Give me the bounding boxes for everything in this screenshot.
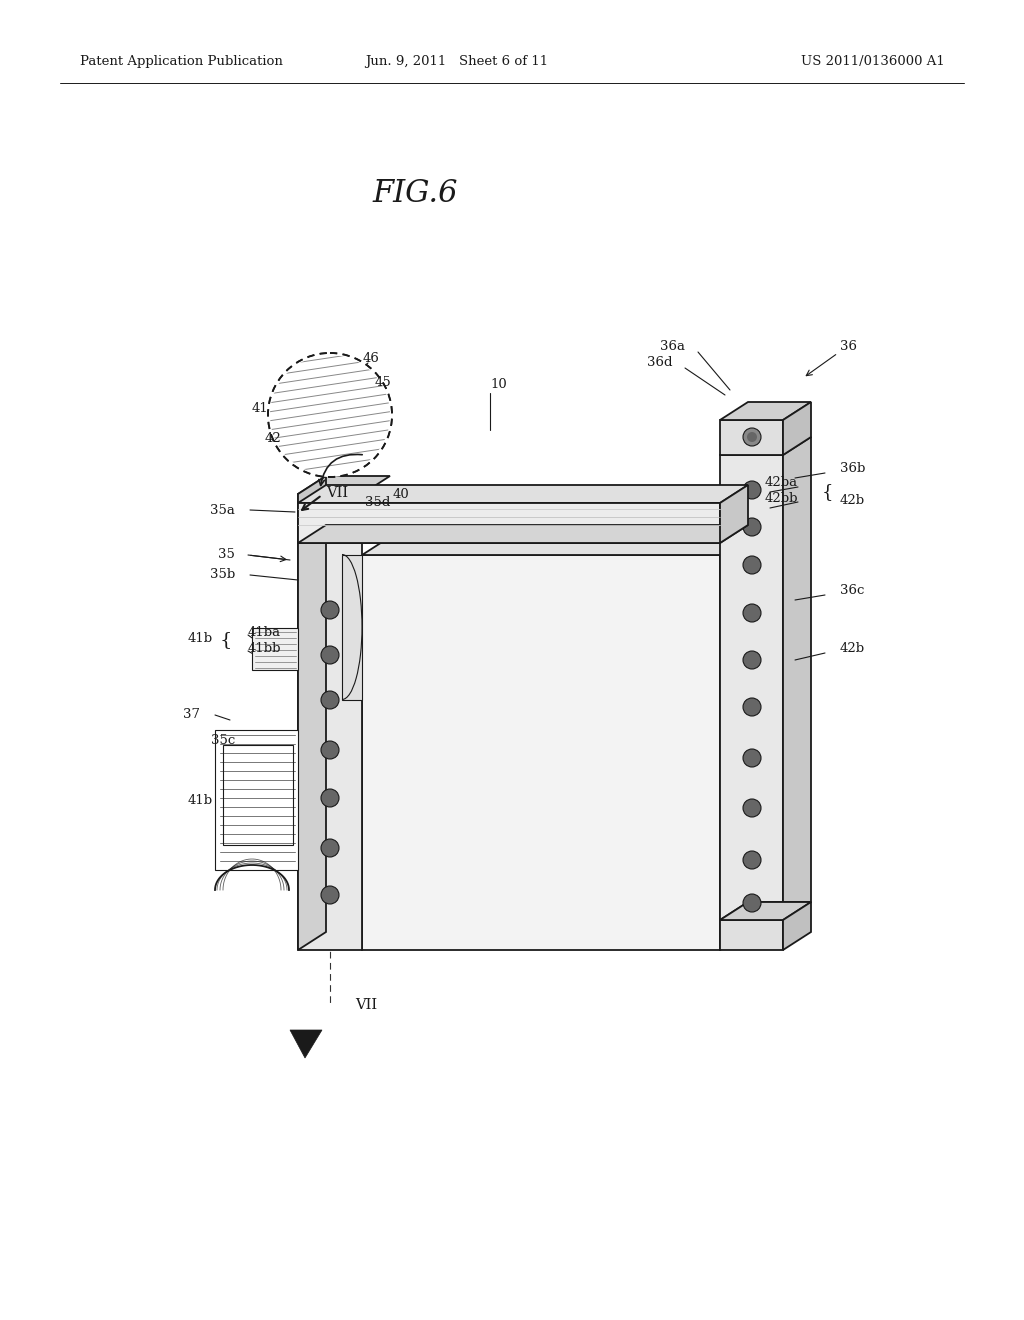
Circle shape [743,605,761,622]
Polygon shape [720,484,748,543]
Circle shape [269,354,391,477]
Text: 42: 42 [265,432,282,445]
Polygon shape [298,477,326,531]
Text: 41bb: 41bb [248,642,282,655]
Text: VII: VII [355,998,377,1012]
Circle shape [321,741,339,759]
Polygon shape [720,920,783,950]
Polygon shape [290,1030,322,1059]
Circle shape [321,886,339,904]
Polygon shape [720,420,783,455]
Polygon shape [362,554,720,950]
Polygon shape [298,531,362,950]
Circle shape [321,789,339,807]
Text: 10: 10 [490,379,507,392]
Circle shape [321,840,339,857]
Text: 35: 35 [218,549,234,561]
Circle shape [743,651,761,669]
Circle shape [321,690,339,709]
Circle shape [743,799,761,817]
Text: 45: 45 [375,375,392,388]
Polygon shape [720,403,811,420]
Polygon shape [720,902,811,920]
Text: 42ba: 42ba [765,477,798,490]
Polygon shape [298,512,390,531]
Circle shape [743,748,761,767]
Text: US 2011/0136000 A1: US 2011/0136000 A1 [801,55,945,69]
Polygon shape [720,902,811,920]
Circle shape [268,352,392,477]
Circle shape [743,517,761,536]
Polygon shape [362,537,748,554]
Text: 41b: 41b [187,631,213,644]
Text: 41: 41 [251,401,268,414]
Circle shape [743,851,761,869]
Polygon shape [298,525,748,543]
Text: 41ba: 41ba [248,626,282,639]
Polygon shape [298,503,720,543]
Polygon shape [298,477,390,494]
Text: 40: 40 [393,488,410,502]
Text: 42b: 42b [840,642,865,655]
Polygon shape [342,554,362,700]
Text: 36: 36 [840,341,857,354]
Text: {: { [821,483,833,502]
Text: FIG.6: FIG.6 [373,177,458,209]
Polygon shape [252,628,298,671]
Text: 36b: 36b [840,462,865,474]
Circle shape [321,645,339,664]
Text: 42b: 42b [840,494,865,507]
Polygon shape [298,494,362,531]
Text: 35c: 35c [211,734,234,747]
Text: Jun. 9, 2011   Sheet 6 of 11: Jun. 9, 2011 Sheet 6 of 11 [365,55,548,69]
Text: Patent Application Publication: Patent Application Publication [80,55,283,69]
Polygon shape [298,484,748,503]
Polygon shape [720,437,811,455]
Circle shape [325,507,335,517]
Text: 35d: 35d [365,496,390,510]
Polygon shape [215,730,298,870]
Polygon shape [783,403,811,455]
Text: 42bb: 42bb [765,491,798,504]
Text: 41b: 41b [187,793,213,807]
Text: 36c: 36c [840,583,864,597]
Circle shape [321,503,339,521]
Text: 36d: 36d [646,356,672,370]
Polygon shape [298,512,326,950]
Text: 35a: 35a [210,503,234,516]
Circle shape [321,601,339,619]
Circle shape [743,480,761,499]
Circle shape [743,894,761,912]
Polygon shape [783,902,811,950]
Polygon shape [783,437,811,920]
Circle shape [746,432,757,442]
Text: 37: 37 [183,709,200,722]
Circle shape [743,698,761,715]
Text: VII: VII [326,486,348,500]
Circle shape [743,428,761,446]
Polygon shape [720,455,783,920]
Text: 46: 46 [362,351,380,364]
Text: {: { [220,631,232,649]
Text: 35b: 35b [210,569,234,582]
Text: 36a: 36a [660,341,685,354]
Polygon shape [720,537,748,950]
Circle shape [743,556,761,574]
